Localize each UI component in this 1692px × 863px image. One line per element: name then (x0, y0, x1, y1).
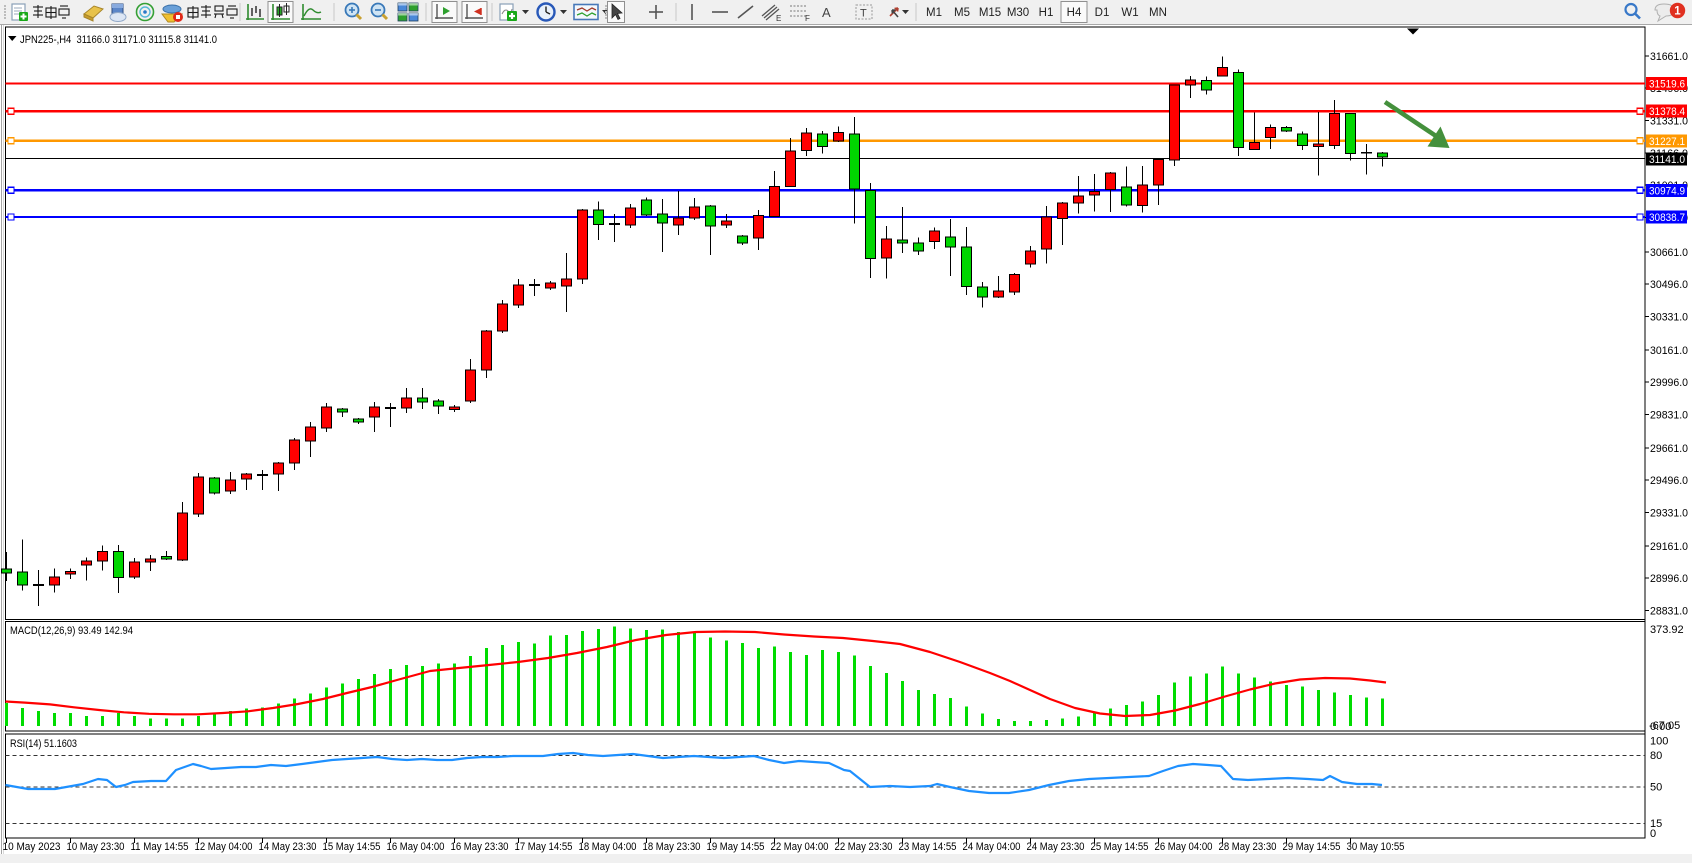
svg-text:23 May 14:55: 23 May 14:55 (899, 841, 957, 853)
svg-text:0: 0 (1650, 828, 1656, 840)
svg-text:28831.0: 28831.0 (1650, 606, 1688, 618)
svg-text:16 May 23:30: 16 May 23:30 (451, 841, 509, 853)
svg-text:H4: H4 (1067, 7, 1082, 19)
svg-text:RSI(14) 51.1603: RSI(14) 51.1603 (10, 738, 77, 750)
svg-text:H1: H1 (1039, 7, 1054, 19)
svg-text:31141.0: 31141.0 (1649, 154, 1685, 166)
svg-text:30161.0: 30161.0 (1650, 345, 1688, 357)
svg-text:29 May 14:55: 29 May 14:55 (1283, 841, 1341, 853)
svg-text:16 May 04:00: 16 May 04:00 (387, 841, 445, 853)
svg-text:29831.0: 29831.0 (1650, 410, 1688, 422)
svg-text:17 May 14:55: 17 May 14:55 (515, 841, 573, 853)
svg-text:11 May 14:55: 11 May 14:55 (131, 841, 189, 853)
svg-text:30 May 10:55: 30 May 10:55 (1347, 841, 1405, 853)
svg-text:30661.0: 30661.0 (1650, 247, 1688, 259)
svg-text:31227.1: 31227.1 (1649, 136, 1685, 148)
svg-text:10 May 23:30: 10 May 23:30 (67, 841, 125, 853)
svg-text:31661.0: 31661.0 (1650, 51, 1688, 63)
svg-text:D1: D1 (1095, 7, 1110, 19)
svg-text:373.92: 373.92 (1650, 624, 1684, 636)
svg-text:MN: MN (1149, 7, 1167, 19)
svg-text:14 May 23:30: 14 May 23:30 (259, 841, 317, 853)
svg-text:19 May 14:55: 19 May 14:55 (707, 841, 765, 853)
svg-text:1: 1 (1674, 6, 1681, 18)
svg-text:M1: M1 (926, 7, 942, 19)
svg-text:T: T (860, 8, 867, 20)
svg-text:MACD(12,26,9) 93.49 142.94: MACD(12,26,9) 93.49 142.94 (10, 625, 133, 637)
svg-text:26 May 04:00: 26 May 04:00 (1155, 841, 1213, 853)
svg-text:29996.0: 29996.0 (1650, 377, 1688, 389)
svg-text:JPN225-,H4 31166.0 31171.0 31: JPN225-,H4 31166.0 31171.0 31115.8 31141… (20, 34, 217, 46)
svg-text:31519.6: 31519.6 (1649, 79, 1685, 91)
svg-text:15 May 14:55: 15 May 14:55 (323, 841, 381, 853)
svg-text:50: 50 (1650, 782, 1662, 794)
svg-text:29331.0: 29331.0 (1650, 508, 1688, 520)
svg-text:30838.7: 30838.7 (1649, 212, 1685, 224)
svg-text:W1: W1 (1121, 7, 1138, 19)
svg-text:M15: M15 (979, 7, 1001, 19)
svg-text:A: A (822, 5, 831, 20)
svg-text:29161.0: 29161.0 (1650, 541, 1688, 553)
svg-text:M30: M30 (1007, 7, 1029, 19)
svg-text:18 May 23:30: 18 May 23:30 (643, 841, 701, 853)
svg-text:E: E (776, 14, 781, 23)
svg-text:15: 15 (1650, 818, 1662, 830)
svg-text:80: 80 (1650, 750, 1662, 762)
svg-text:22 May 04:00: 22 May 04:00 (771, 841, 829, 853)
svg-text:30974.9: 30974.9 (1649, 185, 1685, 197)
svg-text:100: 100 (1650, 736, 1668, 748)
svg-text:12 May 04:00: 12 May 04:00 (195, 841, 253, 853)
svg-text:30331.0: 30331.0 (1650, 312, 1688, 324)
svg-text:24 May 23:30: 24 May 23:30 (1027, 841, 1085, 853)
svg-text:10 May 2023: 10 May 2023 (3, 841, 61, 853)
svg-text:-67.05: -67.05 (1649, 720, 1680, 732)
svg-text:18 May 04:00: 18 May 04:00 (579, 841, 637, 853)
svg-text:F: F (805, 14, 810, 23)
svg-text:25 May 14:55: 25 May 14:55 (1091, 841, 1149, 853)
svg-text:30496.0: 30496.0 (1650, 279, 1688, 291)
svg-text:29496.0: 29496.0 (1650, 475, 1688, 487)
svg-text:31331.0: 31331.0 (1650, 116, 1688, 128)
svg-text:28996.0: 28996.0 (1650, 573, 1688, 585)
svg-text:29661.0: 29661.0 (1650, 443, 1688, 455)
svg-text:M5: M5 (954, 7, 970, 19)
svg-text:31378.4: 31378.4 (1649, 106, 1685, 118)
svg-text:24 May 04:00: 24 May 04:00 (963, 841, 1021, 853)
svg-text:22 May 23:30: 22 May 23:30 (835, 841, 893, 853)
svg-text:0.00: 0.00 (1650, 721, 1671, 733)
svg-text:28 May 23:30: 28 May 23:30 (1219, 841, 1277, 853)
